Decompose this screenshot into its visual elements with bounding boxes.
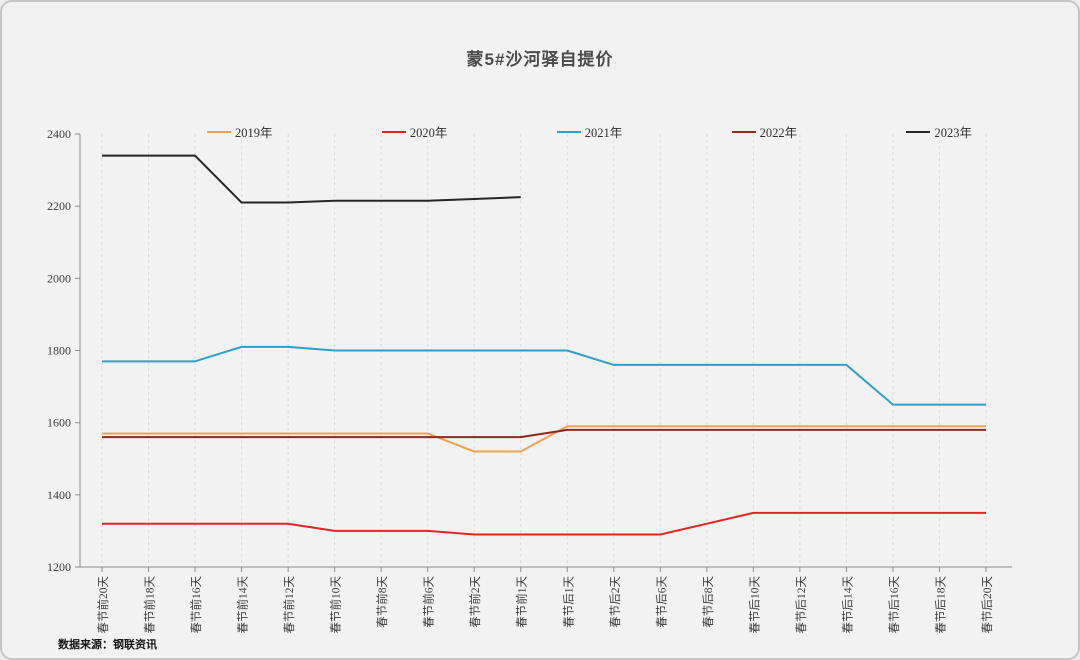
legend-item-2019年[interactable]: 2019年 xyxy=(207,122,273,141)
y-tick-label: 2000 xyxy=(47,271,71,285)
legend: 2019年 2020年 2021年 2022年 2023年 xyxy=(207,122,972,141)
source-note: 数据来源：钢联资讯 xyxy=(58,639,157,651)
legend-label: 2023年 xyxy=(934,126,972,140)
series-line-2019年 xyxy=(102,425,986,453)
legend-swatch-icon xyxy=(381,130,406,133)
x-tick-label: 春节前10天 xyxy=(329,576,343,634)
legend-swatch-icon xyxy=(207,130,231,133)
x-tick-label: 春节后8天 xyxy=(702,576,715,628)
series-line-2022年 xyxy=(102,428,986,439)
x-tick-label: 春节后18天 xyxy=(934,576,947,634)
legend-label: 2020年 xyxy=(409,126,448,140)
y-tick-label: 1400 xyxy=(47,488,71,502)
x-tick-label: 春节前20天 xyxy=(96,576,110,634)
legend-item-2023年[interactable]: 2023年 xyxy=(906,122,972,141)
x-tick-label: 春节前2天 xyxy=(468,576,482,628)
y-tick-label: 1200 xyxy=(47,560,71,574)
y-tick-label: 2400 xyxy=(47,127,71,141)
x-tick-label: 春节后14天 xyxy=(841,576,854,634)
legend-label: 2022年 xyxy=(759,126,798,140)
chart-title: 蒙5#沙河驿自提价 xyxy=(466,50,614,69)
x-tick-label: 春节前6天 xyxy=(422,576,436,628)
y-tick-label: 1600 xyxy=(47,416,71,430)
x-tick-label: 春节后1天 xyxy=(562,576,575,628)
x-tick-label: 春节前12天 xyxy=(282,576,296,634)
legend-swatch-icon xyxy=(906,130,931,133)
x-tick-label: 春节前16天 xyxy=(189,576,203,634)
series-line-2023年 xyxy=(102,154,521,204)
legend-item-2021年[interactable]: 2021年 xyxy=(556,122,623,141)
y-tick-label: 2200 xyxy=(47,199,71,213)
x-tick-label: 春节后16天 xyxy=(888,576,901,634)
legend-swatch-icon xyxy=(731,130,756,133)
x-tick-label: 春节后20天 xyxy=(981,576,994,634)
x-tick-label: 春节后2天 xyxy=(609,576,622,628)
series-line-2020年 xyxy=(102,511,986,536)
x-tick-label: 春节后6天 xyxy=(655,576,668,628)
legend-label: 2021年 xyxy=(584,126,623,140)
y-tick-label: 1800 xyxy=(47,344,71,358)
x-tick-label: 春节前14天 xyxy=(236,576,250,634)
x-tick-label: 春节后10天 xyxy=(748,576,761,634)
legend-item-2020年[interactable]: 2020年 xyxy=(381,122,448,141)
series-line-2021年 xyxy=(102,345,986,406)
x-tick-label: 春节前8天 xyxy=(375,576,389,628)
x-tick-label: 春节后12天 xyxy=(795,576,808,634)
legend-label: 2019年 xyxy=(235,126,273,140)
x-tick-label: 春节前1天 xyxy=(515,576,529,628)
legend-swatch-icon xyxy=(556,130,581,133)
legend-item-2022年[interactable]: 2022年 xyxy=(731,122,798,141)
x-tick-label: 春节前18天 xyxy=(143,576,157,634)
